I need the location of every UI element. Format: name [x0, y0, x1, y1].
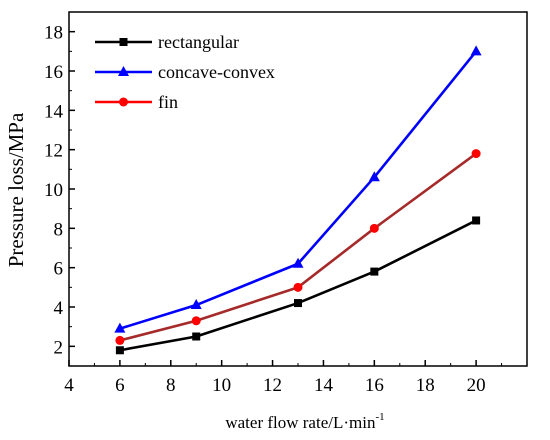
x-tick-label: 16: [365, 375, 384, 396]
legend-marker: [119, 38, 128, 46]
data-point-concave-convex: [114, 322, 126, 333]
data-point-fin: [369, 223, 379, 233]
legend-label: concave-convex: [158, 62, 275, 82]
plot-border: [68, 11, 528, 367]
y-tick-label: 6: [54, 259, 64, 280]
legend-item-fin: fin: [95, 92, 178, 112]
y-axis-title: Pressure loss/MPa: [4, 112, 28, 267]
data-point-fin: [471, 149, 481, 159]
x-tick-label: 10: [212, 375, 231, 396]
legend: rectangular concave-convex fin: [95, 32, 275, 112]
y-tick-label: 10: [44, 180, 63, 201]
data-point-concave-convex: [292, 257, 304, 268]
x-tick-label: 20: [467, 375, 486, 396]
legend-item-rectangular: rectangular: [95, 32, 239, 52]
y-axis: 2 4 6 8 10 12 14 16 18: [44, 23, 75, 358]
data-point-rectangular: [472, 216, 481, 225]
y-tick-label: 8: [54, 219, 64, 240]
legend-item-concave-convex: concave-convex: [95, 62, 275, 82]
y-tick-label: 14: [44, 101, 64, 122]
data-point-concave-convex: [470, 45, 482, 56]
y-tick-label: 4: [54, 298, 64, 319]
series-layer: [114, 45, 482, 355]
y-tick-label: 16: [44, 62, 63, 83]
x-axis: 4 6 8 10 12 14 16 18 20: [64, 360, 503, 396]
data-point-concave-convex: [190, 299, 202, 310]
x-tick-label: 18: [416, 375, 435, 396]
data-point-rectangular: [192, 332, 201, 341]
y-tick-label: 12: [44, 141, 63, 162]
legend-label: rectangular: [158, 32, 239, 52]
data-point-rectangular: [115, 346, 124, 355]
y-tick-label: 2: [54, 337, 64, 358]
x-tick-label: 12: [263, 375, 282, 396]
x-tick-label: 14: [314, 375, 334, 396]
data-point-rectangular: [370, 267, 379, 276]
plot-frame: [68, 11, 528, 367]
x-axis-title: water flow rate/L·min-1: [225, 411, 384, 432]
data-point-rectangular: [294, 299, 302, 308]
data-point-fin: [293, 282, 303, 292]
x-tick-label: 8: [166, 375, 176, 396]
data-point-concave-convex: [368, 171, 380, 182]
x-tick-label: 6: [115, 375, 125, 396]
legend-marker: [119, 97, 128, 107]
data-point-fin: [191, 316, 201, 326]
series-concave-convex: [114, 45, 482, 333]
x-tick-label: 4: [64, 375, 74, 396]
legend-label: fin: [158, 92, 178, 112]
y-tick-label: 18: [44, 23, 63, 44]
data-point-fin: [115, 335, 125, 345]
series-fin: [115, 149, 481, 345]
legend-marker: [118, 66, 129, 76]
series-rectangular: [115, 216, 481, 355]
